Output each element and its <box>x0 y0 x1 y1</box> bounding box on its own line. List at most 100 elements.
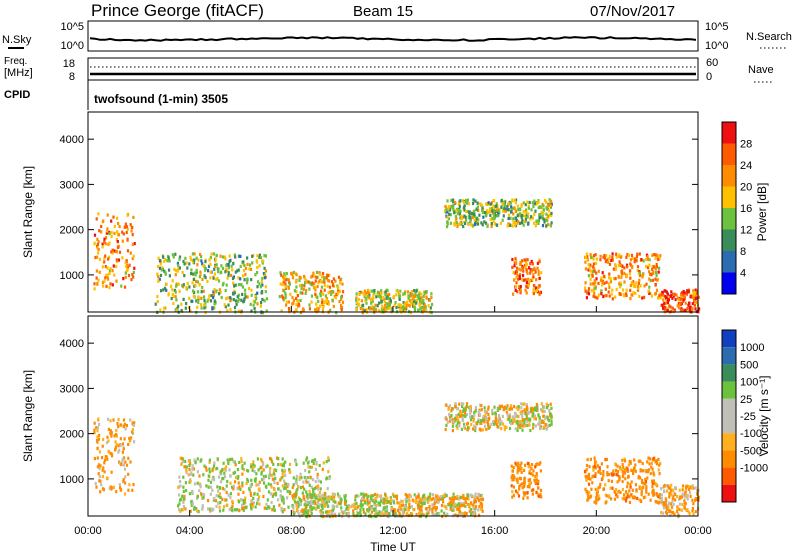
power-cell <box>415 299 418 303</box>
velocity-cell <box>533 408 536 412</box>
velocity-cell <box>375 510 378 514</box>
velocity-cell <box>238 485 241 489</box>
power-cell <box>212 252 215 256</box>
velocity-cell <box>295 474 298 478</box>
velocity-cell <box>251 505 254 509</box>
power-cell <box>476 201 479 205</box>
velocity-cell <box>123 492 127 496</box>
power-cell <box>314 279 317 283</box>
power-cell <box>444 209 447 213</box>
power-cell <box>278 295 281 299</box>
power-cell <box>287 286 290 290</box>
velocity-cell <box>288 462 292 466</box>
power-cell <box>355 298 358 302</box>
power-cell <box>365 297 368 301</box>
velocity-cell <box>401 503 404 507</box>
power-cell <box>519 262 522 266</box>
power-cell <box>657 296 660 300</box>
power-cell <box>322 304 325 308</box>
power-cell <box>300 283 303 287</box>
power-cell <box>517 214 520 218</box>
power-cell <box>281 294 284 298</box>
velocity-cell <box>417 494 420 498</box>
velocity-cell <box>424 496 427 500</box>
power-cell <box>589 269 592 273</box>
noise-line <box>89 36 697 42</box>
velocity-cell <box>297 512 300 516</box>
power-cell <box>215 263 218 267</box>
power-cell <box>98 229 101 233</box>
velocity-cell <box>330 497 333 501</box>
power-cell <box>388 306 391 310</box>
power-cell <box>380 291 383 296</box>
velocity-cell <box>407 495 410 499</box>
power-cell <box>495 204 498 208</box>
velocity-cell <box>529 428 532 433</box>
power-cell <box>629 262 632 266</box>
power-cell <box>477 208 480 213</box>
power-cell <box>518 276 521 281</box>
power-cell <box>195 256 198 260</box>
power-cell <box>654 277 657 281</box>
power-cell <box>463 208 466 212</box>
power-cell <box>469 216 472 220</box>
power-cell <box>370 298 373 302</box>
velocity-cell <box>528 483 531 487</box>
power-cell <box>459 199 462 203</box>
velocity-cell <box>456 415 459 419</box>
power-cell <box>534 209 537 213</box>
power-cell <box>101 280 104 284</box>
power-cell <box>339 281 342 285</box>
velocity-cell <box>535 490 538 494</box>
velocity-cell <box>474 409 477 413</box>
velocity-cell <box>252 466 255 470</box>
velocity-cell <box>466 494 469 498</box>
power-cell <box>665 290 669 294</box>
power-cell <box>698 307 701 311</box>
power-cell <box>218 288 221 292</box>
power-cell <box>386 295 389 299</box>
velocity-cell <box>530 488 533 492</box>
velocity-cell <box>483 420 486 424</box>
velocity-cell <box>585 490 588 494</box>
power-cell <box>234 283 237 287</box>
velocity-cell <box>473 426 476 430</box>
power-cell <box>659 296 662 300</box>
velocity-cell <box>312 487 315 492</box>
velocity-cell <box>113 434 116 438</box>
velocity-cell <box>375 499 378 503</box>
velocity-cell <box>189 462 192 466</box>
velocity-cell <box>336 504 339 508</box>
velocity-cell <box>306 511 309 515</box>
velocity-cell <box>458 424 461 428</box>
power-cell <box>636 252 639 256</box>
velocity-cell <box>539 492 542 496</box>
velocity-cell <box>512 478 515 482</box>
power-cell <box>587 292 591 296</box>
power-cell <box>635 281 638 285</box>
power-cell <box>160 268 163 272</box>
velocity-cell <box>111 486 114 490</box>
velocity-cell <box>123 456 126 460</box>
velocity-cell <box>510 422 513 426</box>
power-cell <box>418 293 421 297</box>
power-cell <box>355 292 358 296</box>
power-cell <box>511 257 514 262</box>
power-cell <box>248 267 251 271</box>
velocity-cell <box>452 420 455 424</box>
power-cell <box>197 300 200 305</box>
velocity-cell <box>520 467 523 471</box>
velocity-cell <box>332 492 335 497</box>
velocity-cell <box>254 505 257 509</box>
power-cell <box>511 199 514 203</box>
power-cell <box>191 281 194 285</box>
velocity-colorbar-segment <box>722 433 736 451</box>
y-tick-label: 3000 <box>60 179 84 191</box>
power-cell <box>389 297 392 301</box>
velocity-cell <box>110 487 113 491</box>
velocity-cell <box>694 486 697 490</box>
power-cell <box>100 224 103 229</box>
velocity-cell <box>517 407 520 412</box>
velocity-cell <box>477 493 480 497</box>
y-tick-label: 3000 <box>60 383 84 395</box>
